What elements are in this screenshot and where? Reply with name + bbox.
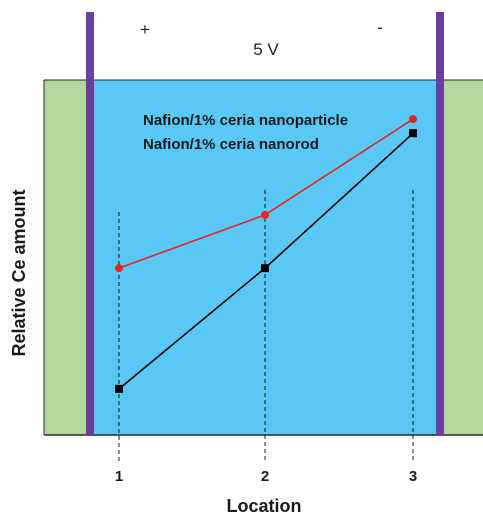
- data-point-0-3: [409, 115, 417, 124]
- x-tick-label-2: 2: [261, 468, 269, 485]
- x-axis-title: Location: [227, 496, 302, 516]
- data-point-1-2: [261, 264, 269, 273]
- data-point-0-1: [115, 264, 123, 273]
- y-axis-title: Relative Ce amount: [9, 189, 29, 356]
- minus-sign: -: [377, 18, 383, 37]
- gridlines: [118, 190, 414, 462]
- data-point-0-2: [261, 210, 269, 219]
- legend-entry-nanorod: Nafion/1% ceria nanorod: [143, 136, 319, 153]
- series-layer: [115, 115, 417, 393]
- left-electrode: [86, 12, 94, 436]
- right-electrode: [436, 12, 444, 436]
- plus-sign: +: [140, 20, 150, 39]
- voltage-label: 5 V: [253, 40, 279, 59]
- x-tick-label-3: 3: [409, 468, 417, 485]
- data-point-1-3: [409, 129, 417, 138]
- data-point-1-1: [115, 384, 123, 393]
- legend-entry-nanoparticle: Nafion/1% ceria nanoparticle: [143, 112, 348, 129]
- x-tick-labels: 1 2 3: [115, 468, 417, 485]
- x-tick-label-1: 1: [115, 468, 123, 485]
